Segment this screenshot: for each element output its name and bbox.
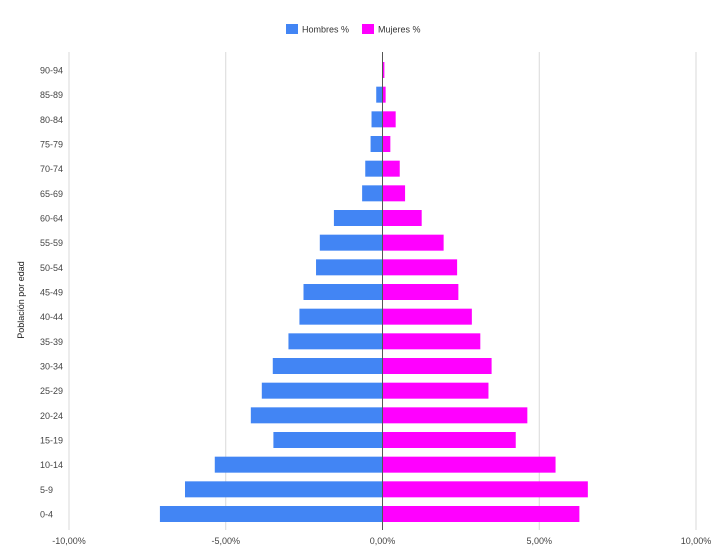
bar-mujeres-80-84 bbox=[382, 111, 396, 128]
bar-mujeres-20-24 bbox=[382, 407, 528, 424]
y-tick-label-75-79: 75-79 bbox=[40, 140, 63, 150]
y-tick-label-40-44: 40-44 bbox=[40, 312, 63, 322]
y-tick-label-90-94: 90-94 bbox=[40, 66, 63, 76]
y-tick-label-45-49: 45-49 bbox=[40, 288, 63, 298]
y-tick-label-25-29: 25-29 bbox=[40, 386, 63, 396]
bar-mujeres-30-34 bbox=[382, 358, 492, 374]
x-tick-label-3: 5,00% bbox=[526, 536, 552, 546]
bar-hombres-20-24 bbox=[250, 407, 383, 424]
y-tick-label-80-84: 80-84 bbox=[40, 115, 63, 125]
y-tick-label-65-69: 65-69 bbox=[40, 189, 63, 199]
y-tick-labels: 90-94 85-89 80-84 75-79 70-74 65-69 60-64 55-59… bbox=[40, 66, 63, 520]
bar-mujeres-25-29 bbox=[382, 382, 489, 399]
bar-hombres-10-14 bbox=[214, 456, 383, 473]
bar-mujeres-85-89 bbox=[382, 86, 386, 103]
bar-hombres-45-49 bbox=[303, 284, 383, 300]
y-tick-label-55-59: 55-59 bbox=[40, 238, 63, 248]
bar-mujeres-65-69 bbox=[382, 185, 406, 202]
bar-mujeres-45-49 bbox=[382, 284, 459, 300]
bar-hombres-60-64 bbox=[333, 210, 383, 226]
bar-mujeres-90-94 bbox=[382, 62, 385, 78]
bar-mujeres-55-59 bbox=[382, 234, 444, 251]
x-tick-labels: -10,00% -5,00% 0,00% 5,00% 10,00% bbox=[52, 536, 711, 546]
legend-swatch-mujeres bbox=[362, 24, 374, 34]
legend: Hombres % Mujeres % bbox=[286, 24, 421, 35]
bar-hombres-75-79 bbox=[370, 136, 383, 152]
x-tick-label-1: -5,00% bbox=[211, 536, 240, 546]
bar-mujeres-40-44 bbox=[382, 308, 472, 325]
x-tick-label-4: 10,00% bbox=[681, 536, 712, 546]
bar-hombres-30-34 bbox=[272, 358, 383, 374]
x-tick-label-0: -10,00% bbox=[52, 536, 86, 546]
bar-hombres-15-19 bbox=[273, 432, 383, 448]
y-tick-label-0-4: 0-4 bbox=[40, 510, 53, 520]
y-tick-label-30-34: 30-34 bbox=[40, 362, 63, 372]
bar-mujeres-10-14 bbox=[382, 456, 556, 473]
bar-mujeres-50-54 bbox=[382, 259, 458, 276]
bar-mujeres-0-4 bbox=[382, 506, 580, 522]
bar-hombres-80-84 bbox=[371, 111, 383, 128]
y-axis-title: Población por edad bbox=[16, 261, 26, 339]
bar-hombres-35-39 bbox=[288, 333, 383, 350]
y-tick-label-50-54: 50-54 bbox=[40, 263, 63, 273]
legend-label-mujeres: Mujeres % bbox=[378, 25, 421, 35]
bar-hombres-5-9 bbox=[184, 481, 383, 498]
y-tick-label-35-39: 35-39 bbox=[40, 337, 63, 347]
bar-hombres-85-89 bbox=[376, 86, 383, 103]
bar-hombres-50-54 bbox=[316, 259, 383, 276]
y-tick-label-20-24: 20-24 bbox=[40, 411, 63, 421]
bar-hombres-0-4 bbox=[159, 506, 383, 522]
bar-mujeres-35-39 bbox=[382, 333, 481, 350]
bar-mujeres-75-79 bbox=[382, 136, 391, 152]
bar-mujeres-15-19 bbox=[382, 432, 516, 448]
legend-label-hombres: Hombres % bbox=[302, 25, 349, 35]
bar-mujeres-5-9 bbox=[382, 481, 588, 498]
bars bbox=[159, 62, 588, 522]
y-tick-label-10-14: 10-14 bbox=[40, 460, 63, 470]
grid-lines bbox=[68, 52, 697, 530]
y-tick-label-60-64: 60-64 bbox=[40, 214, 63, 224]
bar-hombres-70-74 bbox=[365, 160, 383, 177]
y-tick-label-5-9: 5-9 bbox=[40, 485, 53, 495]
bar-hombres-25-29 bbox=[261, 382, 383, 399]
bar-mujeres-70-74 bbox=[382, 160, 400, 177]
bar-hombres-65-69 bbox=[362, 185, 383, 202]
y-tick-label-70-74: 70-74 bbox=[40, 164, 63, 174]
bar-mujeres-60-64 bbox=[382, 210, 422, 226]
y-tick-label-15-19: 15-19 bbox=[40, 436, 63, 446]
bar-hombres-55-59 bbox=[319, 234, 383, 251]
y-tick-label-85-89: 85-89 bbox=[40, 90, 63, 100]
legend-swatch-hombres bbox=[286, 24, 298, 34]
x-tick-label-2: 0,00% bbox=[370, 536, 396, 546]
bar-hombres-40-44 bbox=[299, 308, 383, 325]
